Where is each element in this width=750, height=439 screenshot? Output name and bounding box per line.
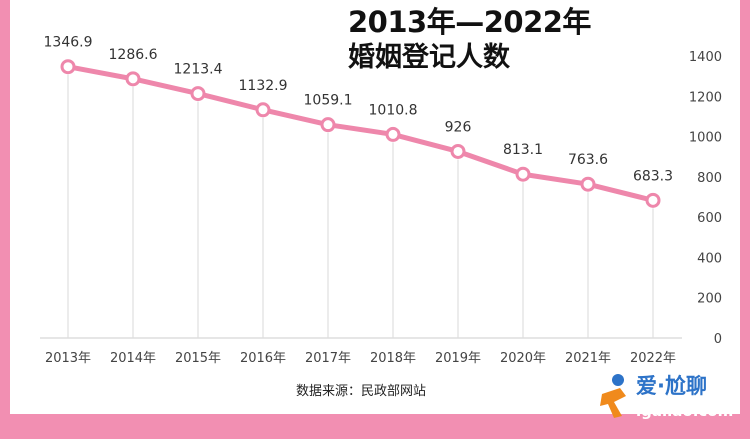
x-tick-label: 2022年 <box>630 351 676 366</box>
x-tick-label: 2016年 <box>240 351 286 366</box>
data-point <box>60 59 76 75</box>
chart-title: 2013年—2022年 婚姻登记人数 <box>348 4 591 76</box>
watermark-text: 爱·尬聊 <box>636 374 707 398</box>
title-line-2: 婚姻登记人数 <box>348 42 510 73</box>
x-tick-label: 2015年 <box>175 351 221 366</box>
data-label: 1286.6 <box>109 47 158 63</box>
data-point <box>125 71 141 87</box>
watermark-logo: 爱·尬聊 igaliao.com <box>596 368 744 426</box>
right-frame-border <box>740 0 750 439</box>
x-tick-label: 2021年 <box>565 351 611 366</box>
y-tick-label: 600 <box>697 211 722 226</box>
data-label: 1010.8 <box>369 102 418 118</box>
data-label: 926 <box>445 119 472 135</box>
data-point <box>515 166 531 182</box>
y-tick-label: 400 <box>697 251 722 266</box>
data-point <box>320 117 336 133</box>
data-label: 1213.4 <box>174 62 223 78</box>
data-label: 763.6 <box>568 152 608 168</box>
data-label: 1059.1 <box>304 93 353 109</box>
y-tick-label: 1200 <box>689 90 722 105</box>
watermark-url: igaliao.com <box>636 402 734 420</box>
data-label: 813.1 <box>503 142 543 158</box>
x-tick-label: 2017年 <box>305 351 351 366</box>
y-tick-label: 800 <box>697 171 722 186</box>
data-label: 1346.9 <box>44 35 93 51</box>
data-point <box>580 176 596 192</box>
left-frame-border <box>0 0 10 439</box>
x-tick-label: 2018年 <box>370 351 416 366</box>
data-point <box>645 192 661 208</box>
x-tick-label: 2013年 <box>45 351 91 366</box>
x-tick-label: 2014年 <box>110 351 156 366</box>
data-label: 1132.9 <box>239 78 288 94</box>
y-tick-label: 1000 <box>689 131 722 146</box>
bottom-frame-band <box>0 414 750 439</box>
data-point <box>385 126 401 142</box>
data-point <box>190 86 206 102</box>
data-source-note: 数据来源：民政部网站 <box>296 384 427 399</box>
y-tick-label: 1400 <box>689 50 722 65</box>
y-tick-label: 0 <box>714 332 722 347</box>
data-label: 683.3 <box>633 168 673 184</box>
series-line <box>65 64 656 203</box>
data-point <box>450 143 466 159</box>
data-point <box>255 102 271 118</box>
x-tick-label: 2019年 <box>435 351 481 366</box>
y-tick-label: 200 <box>697 292 722 307</box>
title-line-1: 2013年—2022年 <box>348 5 591 39</box>
runner-logo-icon <box>600 374 626 418</box>
x-tick-label: 2020年 <box>500 351 546 366</box>
